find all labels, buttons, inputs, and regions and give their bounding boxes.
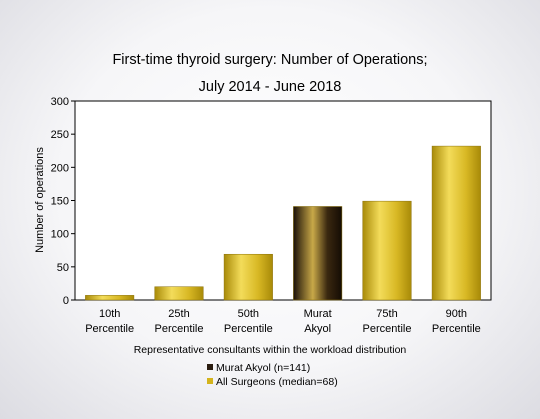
x-tick-label: Percentile xyxy=(363,323,412,335)
y-tick-label: 0 xyxy=(63,295,69,307)
bar xyxy=(154,286,204,301)
x-tick-label: Percentile xyxy=(224,323,273,335)
x-tick-label: 25th xyxy=(168,308,189,320)
legend-swatch xyxy=(207,364,213,370)
bar-highlight xyxy=(293,206,343,301)
bar xyxy=(223,253,273,301)
x-tick-label: 90th xyxy=(446,308,467,320)
y-tick-label: 50 xyxy=(57,262,69,274)
bars xyxy=(85,145,481,301)
x-axis-title: Representative consultants within the wo… xyxy=(134,344,407,356)
y-tick-label: 150 xyxy=(51,196,69,208)
legend-label: Murat Akyol (n=141) xyxy=(216,362,310,374)
bar xyxy=(362,200,412,301)
x-tick-label: Percentile xyxy=(155,323,204,335)
bar xyxy=(85,295,135,301)
legend-swatch xyxy=(207,378,213,384)
y-tick-label: 200 xyxy=(51,162,69,174)
x-tick-label: Akyol xyxy=(304,323,331,335)
x-tick-label: 50th xyxy=(238,308,259,320)
chart-title-line-2: July 2014 - June 2018 xyxy=(199,79,342,95)
x-axis-labels: 10th Percentile 25th Percentile 50th Percenti… xyxy=(85,308,481,335)
y-tick-label: 250 xyxy=(51,129,69,141)
chart-title-line-1: First-time thyroid surgery: Number of Op… xyxy=(112,52,427,68)
legend: Murat Akyol (n=141) All Surgeons (median=… xyxy=(207,362,338,388)
legend-label: All Surgeons (median=68) xyxy=(216,376,338,388)
x-tick-label: Murat xyxy=(304,308,332,320)
y-tick-label: 100 xyxy=(51,229,69,241)
x-tick-label: Percentile xyxy=(432,323,481,335)
y-axis-title: Number of operations xyxy=(34,147,46,253)
x-tick-label: 75th xyxy=(376,308,397,320)
plot-area xyxy=(74,100,492,301)
y-tick-label: 300 xyxy=(51,96,69,108)
x-tick-label: Percentile xyxy=(85,323,134,335)
bar xyxy=(431,145,481,301)
x-tick-label: 10th xyxy=(99,308,120,320)
y-axis: 0 50 100 150 200 250 300 xyxy=(51,96,75,307)
